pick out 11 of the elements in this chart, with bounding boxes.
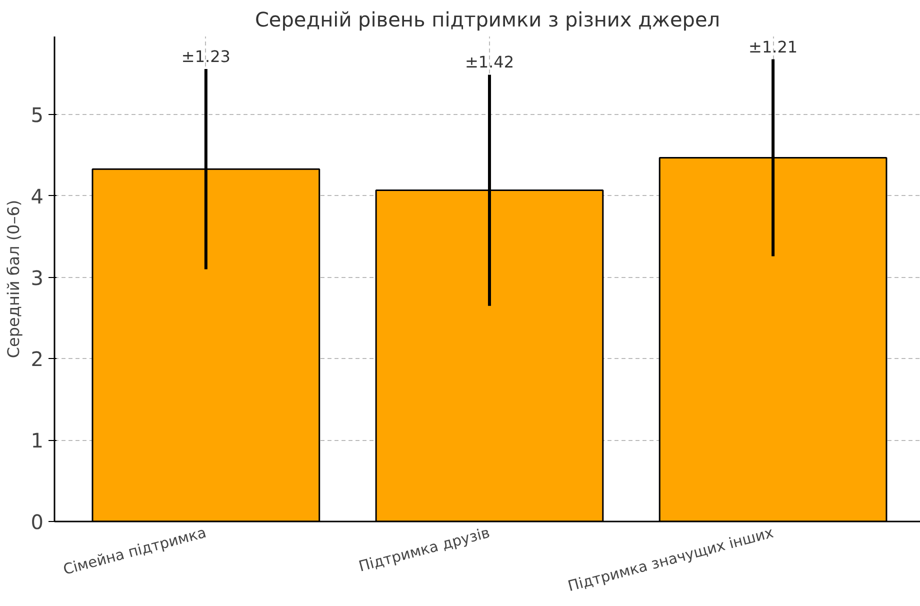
annotation: ±1.42 bbox=[464, 52, 514, 72]
y-tick-label: 1 bbox=[30, 428, 44, 453]
y-axis-title: Середній бал (0–6) bbox=[4, 200, 23, 358]
y-tick-label: 2 bbox=[30, 347, 44, 372]
y-tick-label: 3 bbox=[30, 266, 44, 290]
y-tick-label: 0 bbox=[30, 510, 44, 534]
annotation: ±1.21 bbox=[748, 37, 798, 56]
y-tick-label: 5 bbox=[30, 103, 44, 128]
chart-title: Середній рівень підтримки з різних джерел bbox=[254, 8, 720, 32]
y-tick-label: 4 bbox=[30, 184, 44, 208]
annotation: ±1.23 bbox=[181, 47, 230, 66]
